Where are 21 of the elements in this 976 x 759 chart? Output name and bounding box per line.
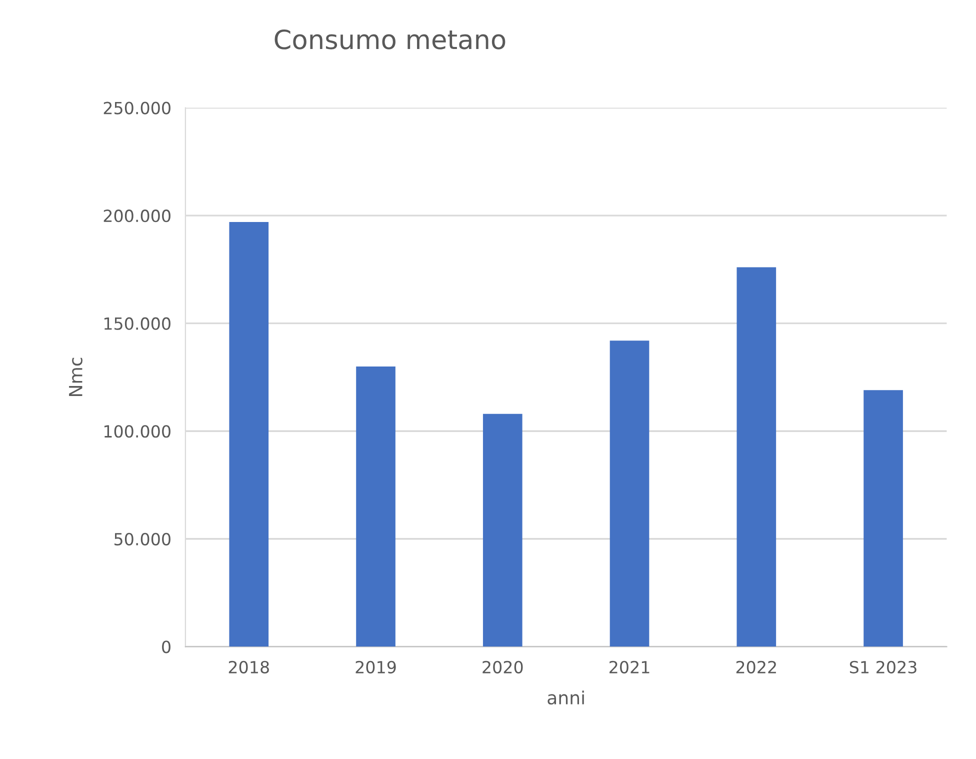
x-tick-label: S1 2023: [850, 660, 916, 674]
bar: [356, 366, 396, 647]
bar: [229, 222, 269, 647]
bar: [864, 390, 903, 647]
bar: [482, 414, 522, 647]
bar: [610, 340, 650, 647]
bar: [736, 267, 776, 647]
y-tick-label: 250.000: [104, 102, 170, 114]
y-tick-label: 150.000: [104, 317, 170, 330]
x-axis-title: anni: [548, 690, 584, 705]
y-tick-label: 50.000: [114, 532, 170, 546]
y-tick-label: 100.000: [104, 425, 170, 438]
x-tick-label: 2021: [610, 660, 650, 674]
x-tick-label: 2019: [356, 660, 396, 674]
y-tick-label: 200.000: [104, 210, 170, 222]
y-tick-label: 0: [162, 640, 170, 654]
chart-title: Consumo metano: [274, 29, 506, 50]
x-tick-label: 2022: [736, 660, 776, 674]
x-tick-label: 2020: [482, 660, 523, 674]
x-tick-label: 2018: [228, 660, 269, 674]
y-axis-title: Nmc: [69, 358, 82, 396]
